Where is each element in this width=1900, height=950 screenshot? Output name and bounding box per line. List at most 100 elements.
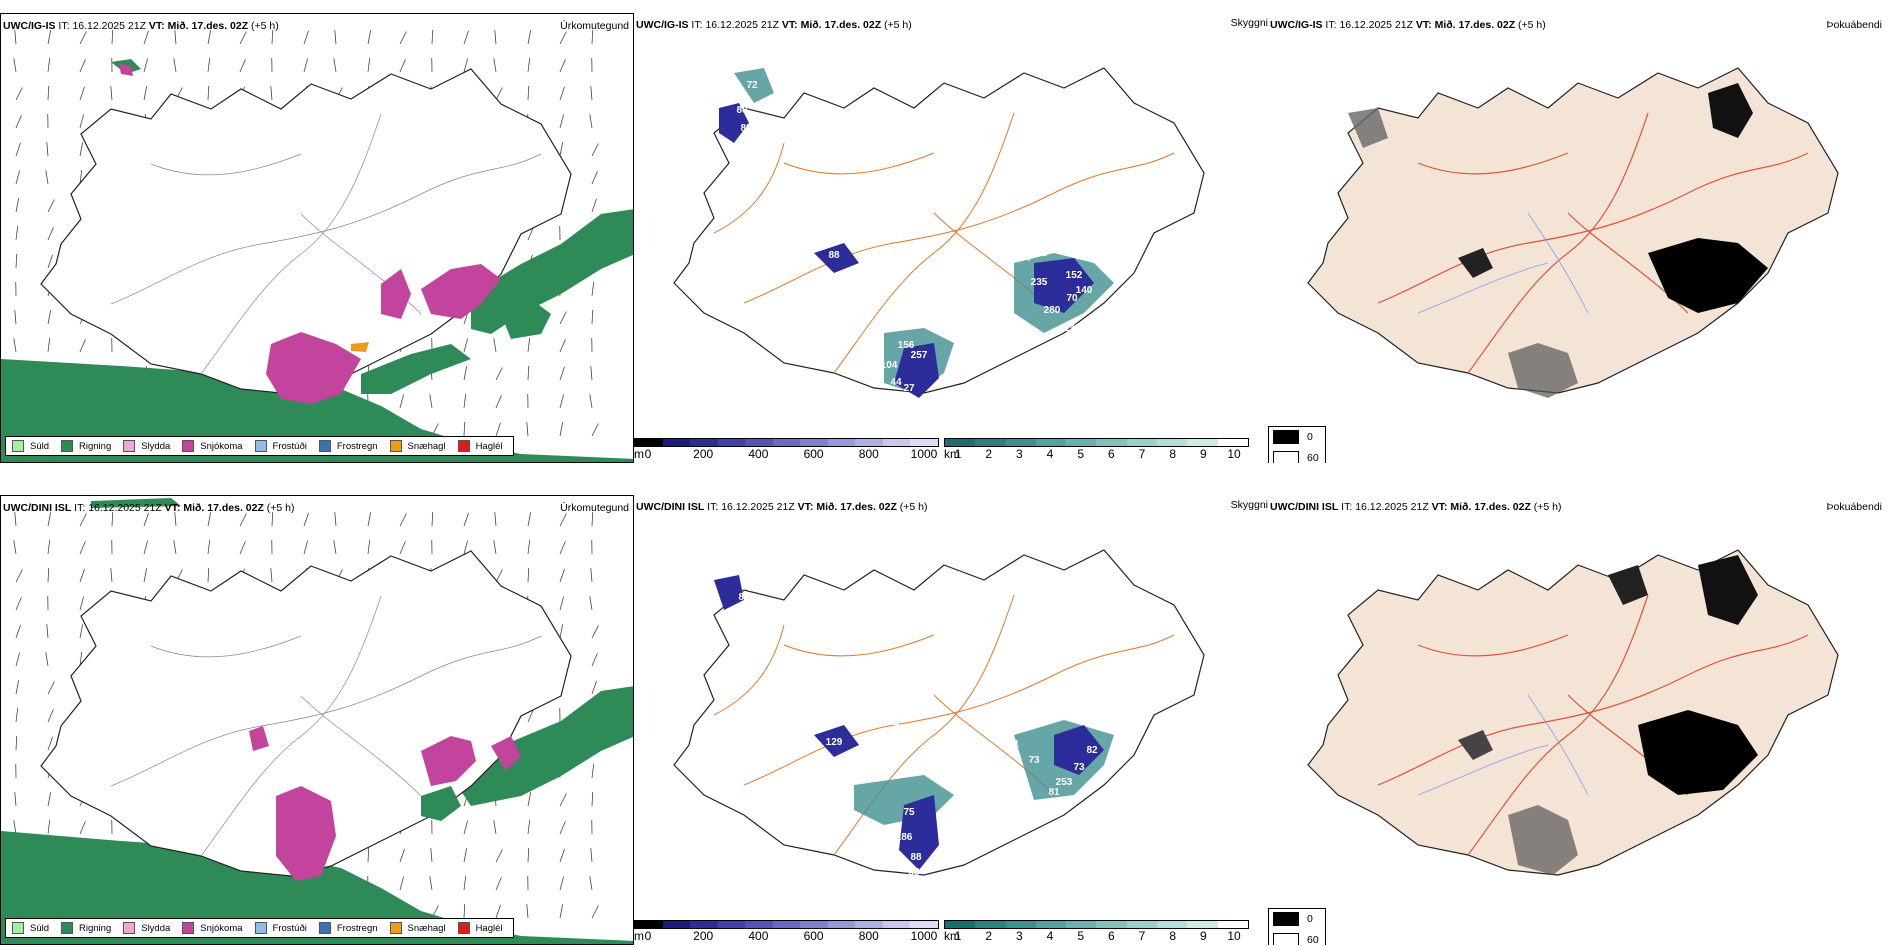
wind-barb	[559, 820, 566, 835]
valid-time: Mið. 17.des. 02Z	[1434, 19, 1516, 31]
visibility-color-segment	[1035, 439, 1067, 446]
wind-barb	[111, 511, 114, 527]
visibility-color-segment	[1187, 439, 1218, 446]
visibility-color-segment	[975, 921, 1006, 928]
cloud-base-label: 280	[1044, 305, 1061, 316]
cloud-base-tick-label: 400	[748, 929, 769, 943]
visibility-tick-label: 8	[1169, 929, 1176, 943]
wind-barb	[174, 512, 177, 527]
cloud-base-tick-label: 200	[693, 447, 714, 461]
visibility-color-segment	[975, 439, 1006, 446]
cloud-base-color-segment	[855, 921, 883, 928]
wind-barb	[399, 394, 405, 409]
cloud-base-label: 82	[1086, 745, 1098, 756]
legend-label: Súld	[30, 440, 50, 452]
wind-barb	[207, 567, 210, 583]
legend-swatch	[254, 440, 267, 452]
legend-swatch	[182, 922, 195, 934]
legend-label: Rigning	[79, 922, 112, 934]
visibility-tick-label: 4	[1046, 447, 1054, 461]
wind-barb	[15, 708, 19, 723]
visibility-tick-label: 3	[1015, 929, 1023, 943]
visibility-tick-label: 5	[1077, 447, 1084, 461]
wind-barb	[79, 596, 85, 611]
wind-barb	[47, 681, 55, 695]
valid-time: Mið. 17.des. 02Z	[183, 502, 264, 514]
wind-barb	[47, 199, 55, 213]
cloud-base-label: 10	[878, 230, 890, 241]
wind-barb	[47, 226, 54, 241]
visibility-color-segment	[945, 439, 976, 446]
wind-barb	[463, 848, 468, 863]
wind-barb	[589, 876, 593, 891]
wind-barb	[79, 31, 87, 45]
vt-label: VT:	[1415, 19, 1432, 31]
wind-barb	[207, 85, 210, 101]
model-name: UWC/IG-IS	[1270, 19, 1323, 31]
panel-header: UWC/DINI ISL IT: 16.12.2025 21Z VT: Mið.…	[3, 502, 295, 514]
visibility-tick-label: 4	[1046, 929, 1054, 943]
lead-time: (+5 h)	[266, 502, 295, 514]
wind-barb	[47, 567, 50, 583]
wind-barb	[559, 540, 566, 555]
valid-time: Mið. 17.des. 02Z	[816, 501, 897, 513]
fog-indicator-map	[1307, 549, 1839, 876]
wind-barb	[239, 58, 246, 73]
visibility-tick-label: 1	[954, 929, 962, 943]
valid-time: Mið. 17.des. 02Z	[1450, 501, 1531, 513]
cloud-base-color-segment	[690, 439, 718, 446]
snow-area-4	[491, 736, 521, 771]
cloud-area-south	[899, 795, 939, 870]
east-rain-band	[451, 686, 633, 806]
fog-high-ne	[1698, 555, 1758, 625]
cloud-base-color-segment	[882, 921, 911, 928]
legend-item: Frostúði	[254, 440, 307, 452]
legend-label: Frostregn	[336, 440, 378, 452]
cloud-visibility-map: 80 72 82 88 10 184 76 54 235 152 140 280 70 133 156257…	[673, 67, 1205, 398]
legend-label: Rigning	[79, 440, 112, 452]
wind-barb	[79, 513, 87, 527]
wind-barb	[495, 394, 502, 409]
wind-barb	[239, 31, 247, 45]
wind-barb	[47, 820, 51, 835]
legend-label: Haglél	[475, 922, 503, 934]
wind-barb	[495, 87, 503, 101]
model-name: UWC/DINI ISL	[636, 501, 705, 513]
wind-barb	[591, 282, 595, 297]
vt-label: VT:	[164, 502, 181, 514]
init-time: 16.12.2025 21Z	[88, 502, 162, 514]
wind-barb	[143, 568, 148, 583]
fog-key-row-0: 0	[1273, 912, 1313, 926]
wind-barb	[463, 876, 467, 891]
wind-barb	[559, 366, 565, 381]
cloud-base-label: 73	[1073, 762, 1085, 773]
wind-barb	[174, 30, 177, 45]
legend-swatch	[389, 922, 402, 934]
cloud-base-colorbar: m 0 200 400 600 800 1000	[634, 438, 954, 462]
rain-strip-1	[421, 786, 461, 821]
wind-barb	[495, 422, 501, 437]
rivers	[1417, 212, 1589, 314]
wind-barb	[559, 513, 567, 527]
cloud-base-color-segment	[635, 921, 663, 928]
panel-header: UWC/IG-IS IT: 16.12.2025 21Z VT: Mið. 17…	[3, 20, 279, 32]
wind-barb	[591, 764, 595, 779]
wind-barb	[527, 58, 531, 73]
cloud-base-tick-label: 1000	[910, 929, 938, 943]
iceland-outline	[673, 549, 1205, 876]
visibility-tick-label: 6	[1107, 447, 1115, 461]
legend-swatch	[457, 922, 470, 934]
wind-barb	[14, 792, 17, 807]
wind-barb	[527, 85, 530, 101]
valid-time: Mið. 17.des. 02Z	[167, 20, 249, 32]
visibility-colorbar: km 1 2 3 4 5 6 7 8 9 10	[944, 438, 1254, 462]
fog-key-swatch-1	[1273, 933, 1299, 945]
legend-swatch	[457, 440, 470, 452]
legend-swatch	[318, 922, 331, 934]
cloud-base-label: 140	[1076, 285, 1093, 296]
nw-snow	[119, 64, 133, 76]
wind-barb	[463, 30, 469, 45]
wind-barb	[591, 680, 597, 695]
wind-barb	[493, 58, 497, 73]
wind-barb	[527, 540, 531, 555]
